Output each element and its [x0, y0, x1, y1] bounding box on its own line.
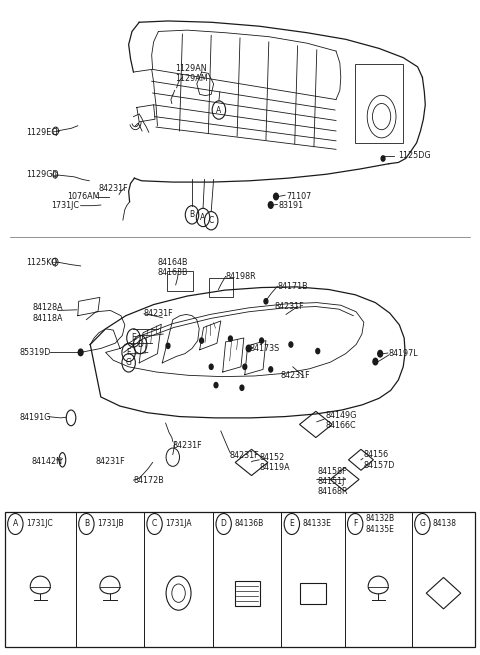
Circle shape: [274, 193, 278, 200]
Bar: [5, 512, 475, 647]
Text: 84138: 84138: [433, 519, 457, 529]
Text: 71107: 71107: [286, 192, 312, 201]
Circle shape: [381, 156, 385, 161]
Bar: [235, 581, 260, 606]
Text: 1129EC: 1129EC: [26, 128, 57, 137]
Text: 1076AM: 1076AM: [67, 192, 100, 201]
Circle shape: [243, 364, 247, 369]
Circle shape: [316, 348, 320, 354]
Circle shape: [260, 338, 264, 343]
Text: A: A: [13, 519, 18, 529]
Text: 84231F: 84231F: [173, 441, 203, 450]
Text: B: B: [84, 519, 89, 529]
Text: 84149G
84166C: 84149G 84166C: [325, 411, 357, 430]
Text: C: C: [209, 216, 214, 225]
Text: 1731JC: 1731JC: [26, 519, 53, 529]
Text: 84164B
84163B: 84164B 84163B: [157, 257, 188, 277]
Text: 84198R: 84198R: [226, 272, 256, 281]
Circle shape: [268, 202, 273, 208]
Text: 84152
84119A: 84152 84119A: [259, 453, 290, 472]
Bar: [355, 64, 403, 143]
Bar: [300, 583, 326, 604]
Text: 84191G: 84191G: [19, 413, 50, 422]
Text: 84156
84157D: 84156 84157D: [364, 450, 395, 470]
Text: 84128A
84118A: 84128A 84118A: [33, 303, 63, 323]
Text: B: B: [190, 210, 194, 219]
Text: A: A: [201, 213, 205, 222]
Text: 84172B: 84172B: [133, 476, 164, 485]
Circle shape: [166, 343, 170, 348]
Circle shape: [209, 364, 213, 369]
Text: G: G: [420, 519, 425, 529]
Text: 84173S: 84173S: [250, 344, 280, 353]
Circle shape: [264, 299, 268, 304]
Text: E: E: [131, 333, 136, 343]
Text: G: G: [126, 358, 132, 367]
Text: C: C: [152, 519, 157, 529]
Text: 84231F: 84231F: [96, 457, 126, 466]
Text: 84133E: 84133E: [302, 519, 331, 529]
Circle shape: [289, 342, 293, 347]
Bar: [209, 278, 233, 297]
Circle shape: [78, 349, 83, 356]
Circle shape: [240, 385, 244, 390]
Text: 1731JA: 1731JA: [165, 519, 192, 529]
Text: 84231F: 84231F: [144, 309, 174, 318]
Bar: [167, 271, 193, 291]
Circle shape: [373, 358, 378, 365]
Text: 84231F: 84231F: [229, 451, 259, 460]
Text: 84158F
84151J
84168R: 84158F 84151J 84168R: [318, 466, 348, 496]
Text: D: D: [137, 340, 143, 349]
Text: A: A: [216, 105, 221, 115]
Circle shape: [228, 336, 232, 341]
Circle shape: [200, 338, 204, 343]
Text: 1731JC: 1731JC: [51, 201, 79, 210]
Text: 84197L: 84197L: [389, 349, 419, 358]
Text: 84132B
84135E: 84132B 84135E: [366, 514, 395, 534]
Circle shape: [378, 350, 383, 357]
Circle shape: [269, 367, 273, 372]
Circle shape: [246, 345, 251, 352]
Text: 1731JB: 1731JB: [97, 519, 123, 529]
Text: 1129AN
1129AM: 1129AN 1129AM: [175, 64, 208, 83]
Text: 1125DG: 1125DG: [398, 151, 431, 160]
Text: 84171B: 84171B: [277, 282, 308, 291]
Circle shape: [214, 383, 218, 388]
Text: E: E: [289, 519, 294, 529]
Text: D: D: [221, 519, 227, 529]
Text: 84231F: 84231F: [98, 184, 128, 193]
Text: 84136B: 84136B: [234, 519, 264, 529]
Text: F: F: [126, 348, 131, 357]
Text: 84231F: 84231F: [281, 371, 311, 381]
Text: 1129GD: 1129GD: [26, 170, 59, 179]
Text: 83191: 83191: [278, 200, 303, 210]
Text: 1125KO: 1125KO: [26, 258, 58, 267]
Text: 85319D: 85319D: [19, 348, 50, 357]
Text: F: F: [353, 519, 358, 529]
Text: 84231F: 84231F: [275, 302, 304, 311]
Text: 84142N: 84142N: [31, 457, 62, 466]
